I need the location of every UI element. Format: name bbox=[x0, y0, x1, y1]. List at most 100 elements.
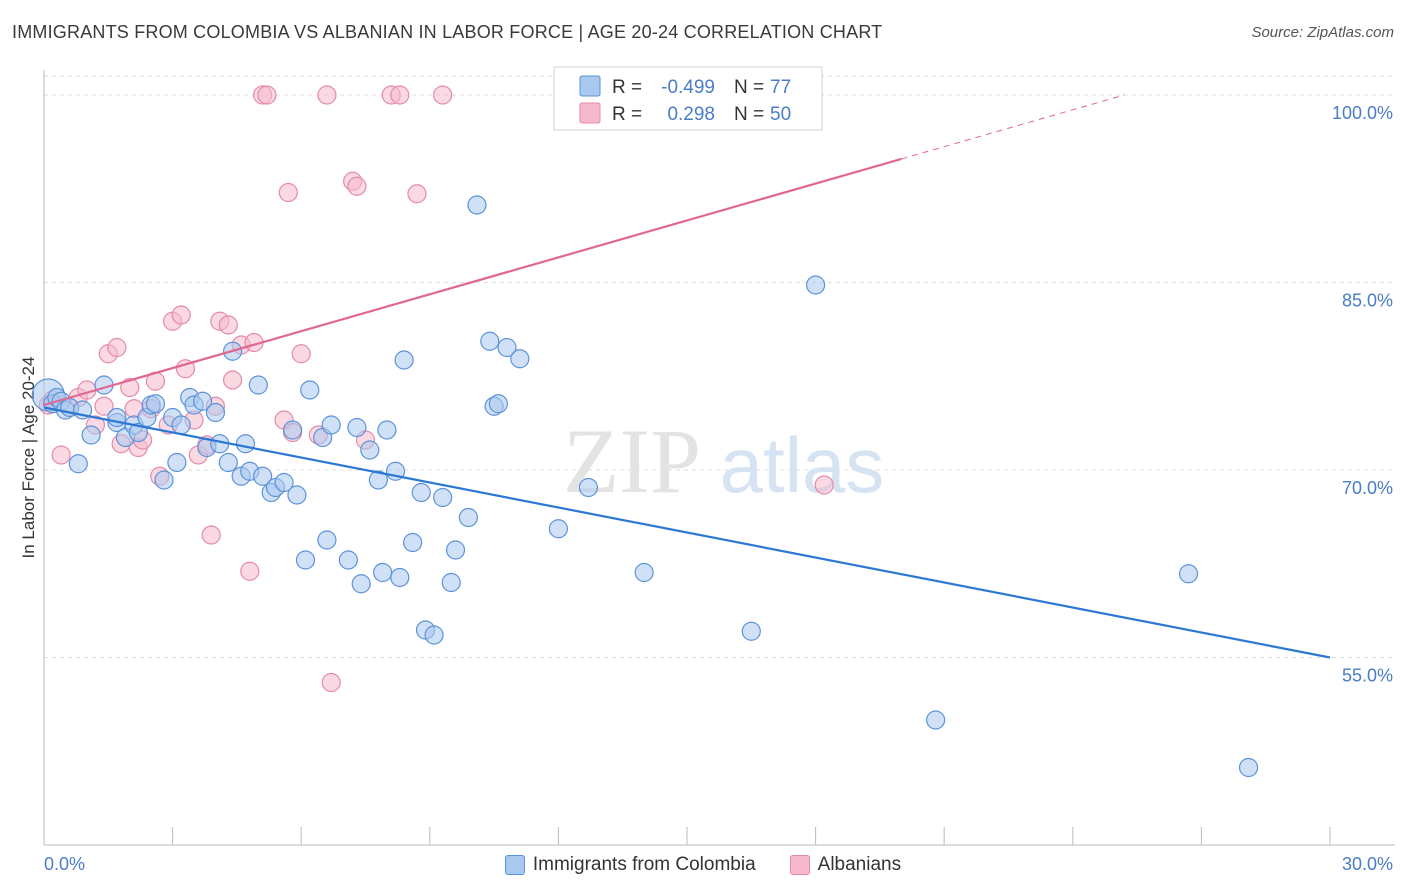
albanian-point bbox=[94, 396, 114, 416]
albanian-point bbox=[223, 370, 243, 390]
colombia-point bbox=[171, 415, 191, 435]
stats-n-value-0: 77 bbox=[770, 77, 791, 98]
albanian-point bbox=[317, 85, 337, 105]
colombia-point bbox=[283, 420, 303, 440]
trend-layer bbox=[43, 94, 1331, 659]
colombia-point bbox=[373, 562, 393, 583]
colombia-point bbox=[205, 402, 226, 423]
albanian-trend-line bbox=[43, 157, 902, 407]
chart-title: IMMIGRANTS FROM COLOMBIA VS ALBANIAN IN … bbox=[12, 22, 883, 42]
colombia-point bbox=[167, 452, 187, 473]
colombia-point bbox=[548, 519, 569, 539]
watermark: ZIP atlas bbox=[563, 410, 884, 512]
colombia-point bbox=[394, 350, 414, 370]
watermark-zip: ZIP bbox=[563, 410, 701, 512]
colombia-point bbox=[235, 434, 256, 454]
albanian-point bbox=[278, 182, 298, 203]
colombia-point bbox=[68, 454, 88, 474]
albanian-trend-extension bbox=[901, 94, 1125, 160]
colombia-point bbox=[441, 572, 461, 593]
albanian-point bbox=[120, 377, 140, 398]
stats-n-label-0: N = bbox=[734, 77, 764, 98]
colombia-point bbox=[300, 380, 320, 400]
albanian-point bbox=[218, 315, 238, 335]
colombia-point bbox=[445, 540, 466, 560]
colombia-point bbox=[488, 394, 508, 414]
colombia-point bbox=[510, 349, 530, 369]
colombia-point bbox=[145, 394, 166, 414]
colombia-point bbox=[193, 391, 213, 411]
colombia-point bbox=[411, 482, 431, 503]
colombia-point bbox=[497, 337, 517, 358]
colombia-point bbox=[458, 507, 478, 528]
stats-swatch-1 bbox=[579, 102, 601, 124]
colombia-point bbox=[467, 195, 487, 215]
stats-r-value-0: -0.499 bbox=[661, 77, 715, 98]
colombia-point bbox=[128, 422, 148, 443]
colombia-point bbox=[81, 425, 101, 445]
albanian-point bbox=[814, 475, 834, 495]
stats-r-value-1: 0.298 bbox=[667, 104, 715, 125]
colombia-point bbox=[317, 530, 337, 550]
colombia-point bbox=[351, 574, 371, 594]
colombia-point bbox=[368, 470, 388, 490]
colombia-point bbox=[390, 567, 410, 588]
chart-source: Source: ZipAtlas.com bbox=[1251, 24, 1394, 41]
legend-swatch-blue bbox=[504, 855, 525, 875]
colombia-point bbox=[154, 470, 174, 490]
colombia-point bbox=[287, 485, 307, 505]
colombia-point bbox=[805, 275, 826, 295]
legend-item-albanians[interactable]: Albanians bbox=[789, 854, 902, 876]
colombia-point bbox=[741, 621, 761, 641]
stats-n-value-1: 50 bbox=[770, 104, 791, 125]
stats-legend: R = -0.499 N = 77 R = 0.298 N = 50 bbox=[553, 66, 823, 131]
colombia-point bbox=[403, 532, 423, 553]
colombia-point bbox=[926, 710, 946, 730]
albanian-point bbox=[257, 85, 277, 105]
colombia-point bbox=[1238, 757, 1259, 778]
x-tick-label-1: 30.0% bbox=[1342, 854, 1393, 874]
colombia-point bbox=[424, 625, 444, 645]
colombia-point bbox=[295, 550, 316, 570]
colombia-point bbox=[321, 415, 341, 435]
legend-label-colombia: Immigrants from Colombia bbox=[532, 854, 756, 875]
y-tick-label-0: 55.0% bbox=[1342, 666, 1393, 686]
colombia-point bbox=[338, 550, 358, 570]
albanian-point bbox=[433, 85, 453, 105]
albanian-point bbox=[107, 337, 127, 358]
albanian-point bbox=[240, 561, 260, 581]
colombia-trend-line bbox=[43, 406, 1331, 659]
colombia-point bbox=[274, 472, 294, 493]
x-tick-label-0: 0.0% bbox=[44, 854, 85, 874]
y-tick-label-2: 85.0% bbox=[1342, 291, 1393, 311]
stats-swatch-0 bbox=[579, 75, 601, 97]
albanian-point bbox=[201, 525, 221, 545]
colombia-point bbox=[578, 477, 599, 498]
colombia-point bbox=[634, 562, 654, 583]
colombia-point bbox=[253, 466, 273, 486]
colombia-point bbox=[360, 440, 380, 460]
colombia-point bbox=[433, 487, 453, 508]
colombia-point bbox=[480, 331, 500, 351]
y-tick-label-1: 70.0% bbox=[1342, 478, 1393, 498]
colombia-point bbox=[1178, 564, 1199, 584]
stats-r-label-0: R = bbox=[612, 77, 642, 98]
albanian-point bbox=[390, 85, 410, 105]
colombia-point bbox=[248, 375, 268, 395]
colombia-point bbox=[218, 452, 238, 473]
y-tick-label-3: 100.0% bbox=[1332, 103, 1393, 123]
series-legend: Immigrants from Colombia Albanians bbox=[0, 850, 1406, 880]
albanian-point bbox=[51, 445, 71, 465]
legend-swatch-pink bbox=[789, 855, 810, 875]
stats-n-label-1: N = bbox=[734, 104, 764, 125]
y-axis-label: In Labor Force | Age 20-24 bbox=[19, 357, 38, 559]
colombia-point bbox=[377, 420, 397, 440]
albanian-point bbox=[407, 184, 427, 204]
watermark-atlas: atlas bbox=[720, 421, 885, 509]
legend-label-albanians: Albanians bbox=[817, 854, 902, 875]
legend-item-colombia[interactable]: Immigrants from Colombia bbox=[504, 854, 756, 876]
albanian-point bbox=[347, 176, 367, 196]
colombia-point bbox=[347, 417, 367, 438]
axis-layer: 55.0% 70.0% 85.0% 100.0% 0.0% 30.0% In Labor F… bbox=[19, 70, 1395, 874]
